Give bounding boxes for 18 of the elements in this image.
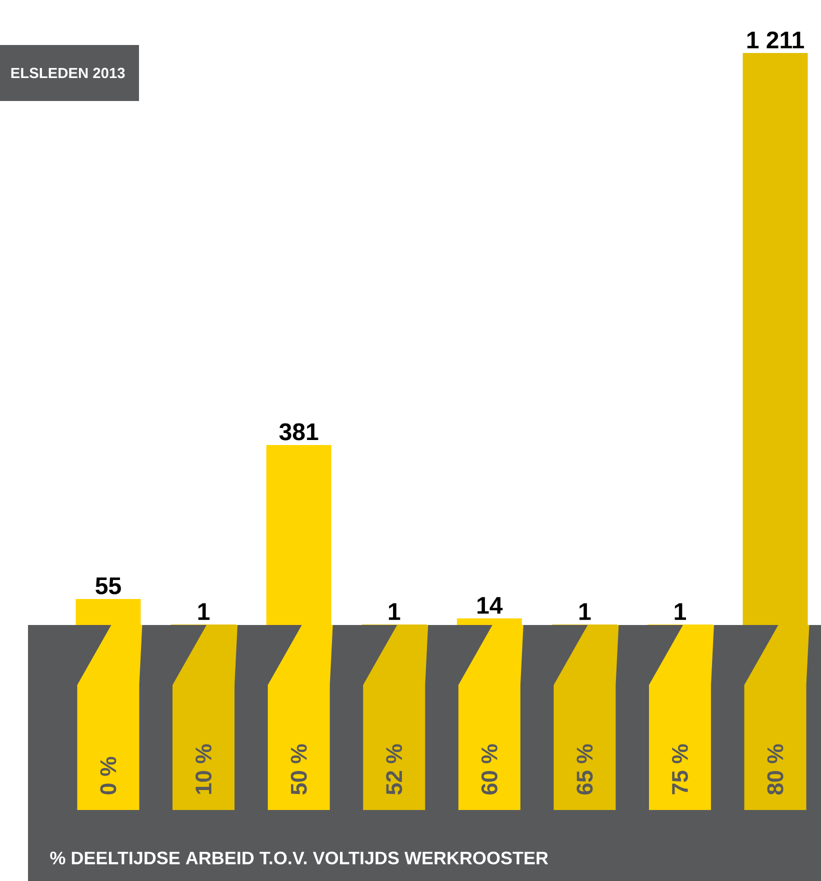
data-label: 14 bbox=[478, 597, 503, 614]
x-tick-label: 10 % bbox=[196, 744, 212, 794]
x-tick-label: 80 % bbox=[767, 744, 784, 795]
x-tick-label: 75 % bbox=[672, 744, 688, 794]
data-label: 381 bbox=[279, 423, 318, 440]
data-label: 1 bbox=[674, 603, 686, 620]
data-label: 1 bbox=[388, 603, 400, 620]
x-tick-label: 65 % bbox=[576, 744, 593, 794]
text: ELSLEDEN 2013 bbox=[11, 68, 125, 78]
data-label: 1 bbox=[198, 603, 210, 620]
data-label: 55 bbox=[96, 578, 121, 594]
x-axis-title: % DEELTIJDSE ARBEID T.O.V. VOLTIJDS WERKROOSTER bbox=[50, 852, 548, 864]
x-tick-label: 60 % bbox=[481, 744, 498, 794]
x-tick-label: 52 % bbox=[386, 744, 402, 795]
x-tick-label: 0 % bbox=[100, 756, 116, 794]
data-label: 1 bbox=[580, 603, 591, 620]
data-label: 1 211 bbox=[747, 32, 804, 48]
x-tick-label: 50 % bbox=[290, 744, 307, 795]
